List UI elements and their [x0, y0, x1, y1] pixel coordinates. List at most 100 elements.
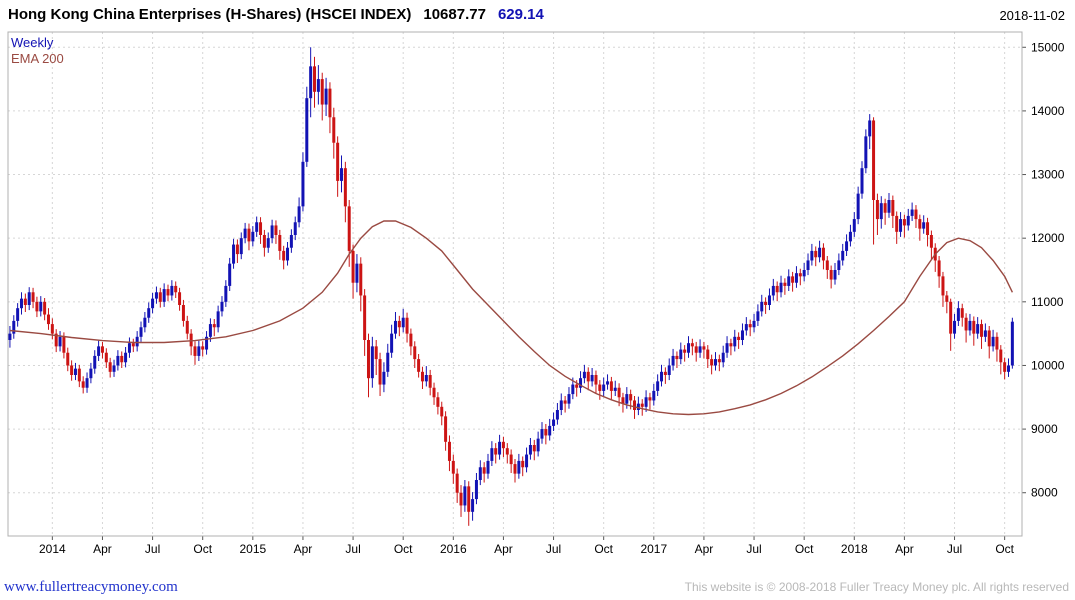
candle-body: [343, 168, 347, 207]
candle-body: [644, 397, 648, 407]
candle-body: [702, 346, 706, 350]
candle-body: [54, 333, 58, 347]
candle-body: [744, 324, 748, 331]
candle-body: [274, 225, 278, 235]
candle-body: [197, 346, 201, 356]
candle-body: [8, 333, 12, 340]
candle-body: [19, 298, 23, 309]
candle-body: [208, 324, 212, 337]
x-axis-label: Apr: [294, 542, 313, 556]
candle-body: [775, 285, 779, 293]
candle-body: [43, 301, 47, 315]
candle-body: [309, 66, 313, 99]
y-axis-label: 9000: [1031, 422, 1058, 436]
candle-body: [987, 330, 991, 347]
candle-body: [16, 308, 20, 321]
candle-body: [440, 406, 444, 417]
candle-body: [224, 285, 228, 302]
candle-body: [525, 454, 529, 468]
candle-body: [555, 410, 559, 420]
candle-body: [139, 327, 143, 337]
candle-body: [544, 429, 548, 436]
candle-body: [282, 250, 286, 261]
timeframe-label: Weekly: [11, 35, 54, 50]
candle-body: [621, 397, 625, 404]
candle-body: [721, 352, 725, 363]
candle-body: [447, 441, 451, 461]
chart-title: Hong Kong China Enterprises (H-Shares) (…: [8, 6, 412, 23]
candle-body: [162, 289, 166, 302]
candle-body: [509, 454, 513, 465]
candle-body: [910, 209, 914, 216]
candle-body: [355, 263, 359, 283]
candle-body: [694, 346, 698, 353]
candle-body: [316, 79, 320, 92]
candle-body: [444, 416, 448, 442]
candle-body: [875, 200, 879, 220]
candle-body: [424, 375, 428, 382]
candle-body: [131, 343, 135, 347]
candle-body: [505, 448, 509, 455]
candle-body: [856, 193, 860, 220]
candle-body: [320, 79, 324, 105]
candle-body: [193, 346, 197, 356]
candle-body: [956, 308, 960, 321]
candle-body: [660, 371, 664, 382]
candle-body: [633, 400, 637, 410]
candle-body: [517, 460, 521, 474]
candle-body: [428, 375, 432, 388]
candle-body: [841, 250, 845, 261]
candle-body: [166, 289, 170, 296]
candle-body: [463, 486, 467, 506]
candle-body: [606, 381, 610, 385]
candle-body: [879, 203, 883, 220]
y-axis-label: 15000: [1031, 40, 1065, 54]
candle-body: [50, 324, 54, 334]
price-change: 629.14: [497, 6, 544, 23]
website-link[interactable]: www.fullertreacymoney.com: [4, 579, 178, 595]
candle-body: [779, 282, 783, 293]
candle-body: [787, 276, 791, 286]
candle-body: [640, 403, 644, 407]
candle-body: [405, 317, 409, 334]
x-axis-label: Jul: [546, 542, 561, 556]
candle-body: [393, 320, 397, 334]
candle-body: [868, 120, 872, 137]
candle-body: [833, 270, 837, 280]
chart-header: Hong Kong China Enterprises (H-Shares) (…: [8, 6, 544, 23]
candle-body: [77, 368, 81, 382]
candle-body: [995, 336, 999, 350]
candle-body: [563, 400, 567, 404]
candle-body: [748, 324, 752, 328]
candle-body: [671, 355, 675, 366]
candle-body: [228, 263, 232, 286]
candle-body: [293, 222, 297, 235]
candle-body: [922, 222, 926, 229]
candle-body: [178, 292, 182, 305]
candle-body: [687, 343, 690, 353]
candle-body: [374, 346, 378, 360]
candle-body: [590, 375, 594, 382]
candle-body: [289, 235, 293, 248]
candle-body: [494, 448, 498, 455]
candle-body: [864, 136, 868, 169]
candle-body: [243, 228, 247, 239]
candle-body: [891, 200, 895, 216]
candle-body: [617, 387, 621, 398]
candle-body: [66, 352, 70, 366]
x-axis-label: Jul: [145, 542, 160, 556]
candle-body: [297, 206, 301, 223]
candle-body: [432, 387, 436, 398]
candle-body: [409, 333, 413, 347]
candle-body: [656, 381, 660, 391]
plot-border: [7, 31, 1023, 537]
candle-body: [713, 359, 717, 366]
candle-body: [286, 247, 290, 261]
candle-body: [810, 250, 814, 261]
candle-body: [783, 282, 787, 286]
x-axis-label: Apr: [494, 542, 513, 556]
y-axis-label: 13000: [1031, 168, 1065, 182]
candle-body: [478, 467, 482, 480]
candle-body: [899, 219, 903, 232]
